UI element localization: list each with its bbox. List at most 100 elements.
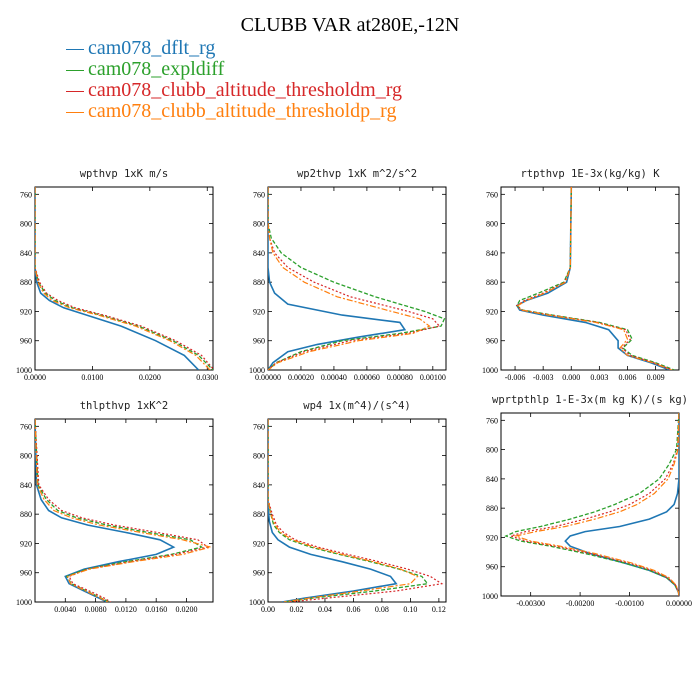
series-line-2 xyxy=(516,187,675,370)
plot-frame xyxy=(34,418,214,603)
y-tick-label: 880 xyxy=(20,278,32,287)
x-tick-label: 0.00 xyxy=(261,605,275,614)
y-tick-label: 1000 xyxy=(16,366,32,375)
legend-swatch-dflt xyxy=(66,48,84,50)
x-tick-label: 0.12 xyxy=(432,605,446,614)
series-line-3 xyxy=(268,419,444,602)
y-tick-label: 880 xyxy=(253,510,265,519)
chart-panel-3: rtpthvp 1E-3x(kg/kg) K 760 800 840 880 920 960… xyxy=(482,168,680,382)
x-tick-label: -0.00300 xyxy=(516,599,545,608)
y-tick-label: 960 xyxy=(20,337,32,346)
y-tick-label: 960 xyxy=(253,337,265,346)
legend-label-thresholdm: cam078_clubb_altitude_thresholdm_rg xyxy=(88,79,403,101)
series-line-3 xyxy=(515,187,673,370)
legend-item-thresholdm: cam078_clubb_altitude_thresholdm_rg xyxy=(66,80,402,101)
x-tick-label: 0.0120 xyxy=(115,605,137,614)
x-tick-label: 0.0080 xyxy=(85,605,107,614)
y-tick-label: 760 xyxy=(253,422,265,431)
series-line-1 xyxy=(268,187,407,370)
x-tick-label: -0.006 xyxy=(505,373,526,382)
legend-label-thresholdp: cam078_clubb_altitude_thresholdp_rg xyxy=(88,100,397,122)
y-tick-label: 840 xyxy=(253,249,265,258)
x-tick-label: 0.00060 xyxy=(354,373,380,382)
series-line-1 xyxy=(35,419,176,602)
legend: cam078_dflt_rg cam078_expldiff cam078_cl… xyxy=(66,38,402,122)
y-tick-label: 1000 xyxy=(249,366,265,375)
y-tick-label: 760 xyxy=(20,190,32,199)
series-line-4 xyxy=(268,419,419,602)
series-line-2 xyxy=(35,187,213,370)
y-tick-label: 840 xyxy=(486,475,498,484)
x-tick-label: 0.0200 xyxy=(175,605,197,614)
legend-item-expldiff: cam078_expldiff xyxy=(66,59,402,80)
y-tick-label: 920 xyxy=(253,307,265,316)
series-line-2 xyxy=(35,419,204,602)
chart-panel-4: thlpthvp 1xK^2 760 800 840 880 920 960 1000 0.00… xyxy=(16,400,214,614)
x-tick-label: 0.00100 xyxy=(420,373,446,382)
series-line-3 xyxy=(508,413,679,596)
chart-panel-1: wpthvp 1xK m/s 760 800 840 880 920 960 10000.00… xyxy=(16,168,218,382)
y-tick-label: 880 xyxy=(20,510,32,519)
x-tick-label: 0.02 xyxy=(289,605,303,614)
x-tick-label: 0.08 xyxy=(375,605,389,614)
chart-panel-2: wp2thvp 1xK m^2/s^2 760 800 840 880 920 960 100… xyxy=(249,168,447,382)
series-line-3 xyxy=(35,419,210,602)
series-line-4 xyxy=(513,413,679,596)
y-tick-label: 1000 xyxy=(249,598,265,607)
legend-label-dflt: cam078_dflt_rg xyxy=(88,37,216,59)
y-tick-label: 920 xyxy=(486,307,498,316)
series-line-4 xyxy=(268,187,431,370)
y-tick-label: 920 xyxy=(20,307,32,316)
chart-title-1: wpthvp 1xK m/s xyxy=(80,168,169,180)
chart-panel-6: wprtpthlp 1-E-3x(m kg K)/(s kg) 760 800 840… xyxy=(482,394,692,608)
y-tick-label: 800 xyxy=(253,452,265,461)
x-tick-label: 0.0040 xyxy=(54,605,76,614)
y-tick-label: 920 xyxy=(486,533,498,542)
y-tick-label: 760 xyxy=(486,416,498,425)
x-tick-label: 0.00020 xyxy=(288,373,314,382)
y-tick-label: 1000 xyxy=(16,598,32,607)
series-line-3 xyxy=(35,187,213,370)
y-tick-label: 760 xyxy=(486,190,498,199)
x-tick-label: 0.10 xyxy=(403,605,417,614)
y-tick-label: 800 xyxy=(20,452,32,461)
legend-swatch-thresholdm xyxy=(66,90,84,92)
series-line-1 xyxy=(515,187,670,370)
x-tick-label: 0.00000 xyxy=(255,373,281,382)
plot-frame xyxy=(500,412,680,597)
y-tick-label: 800 xyxy=(20,220,32,229)
x-tick-label: -0.00200 xyxy=(566,599,595,608)
x-tick-label: 0.006 xyxy=(618,373,636,382)
y-tick-label: 960 xyxy=(253,569,265,578)
series-line-2 xyxy=(504,413,679,596)
series-line-1 xyxy=(268,419,398,602)
x-tick-label: 0.0160 xyxy=(145,605,167,614)
y-tick-label: 960 xyxy=(20,569,32,578)
page-title: CLUBB VAR at280E,-12N xyxy=(240,14,460,36)
x-tick-label: 0.00040 xyxy=(321,373,347,382)
y-tick-label: 960 xyxy=(486,563,498,572)
plot-frame xyxy=(34,186,214,371)
x-tick-label: 0.06 xyxy=(346,605,360,614)
y-tick-label: 1000 xyxy=(482,366,498,375)
y-tick-label: 880 xyxy=(253,278,265,287)
x-tick-label: -0.003 xyxy=(533,373,554,382)
y-tick-label: 840 xyxy=(20,481,32,490)
series-line-1 xyxy=(35,187,200,370)
chart-title-4: thlpthvp 1xK^2 xyxy=(80,400,169,412)
series-line-4 xyxy=(35,187,211,370)
plot-frame xyxy=(267,186,447,371)
chart-title-2: wp2thvp 1xK m^2/s^2 xyxy=(297,168,417,180)
y-tick-label: 800 xyxy=(486,220,498,229)
chart-title-6: wprtpthlp 1-E-3x(m kg K)/(s kg) xyxy=(492,394,688,406)
x-tick-label: 0.0300 xyxy=(196,373,218,382)
x-tick-label: 0.009 xyxy=(647,373,665,382)
plot-frame xyxy=(500,186,680,371)
x-tick-label: 0.04 xyxy=(318,605,332,614)
y-tick-label: 840 xyxy=(20,249,32,258)
y-tick-label: 960 xyxy=(486,337,498,346)
y-tick-label: 920 xyxy=(20,539,32,548)
y-tick-label: 800 xyxy=(486,446,498,455)
x-tick-label: -0.00100 xyxy=(615,599,644,608)
